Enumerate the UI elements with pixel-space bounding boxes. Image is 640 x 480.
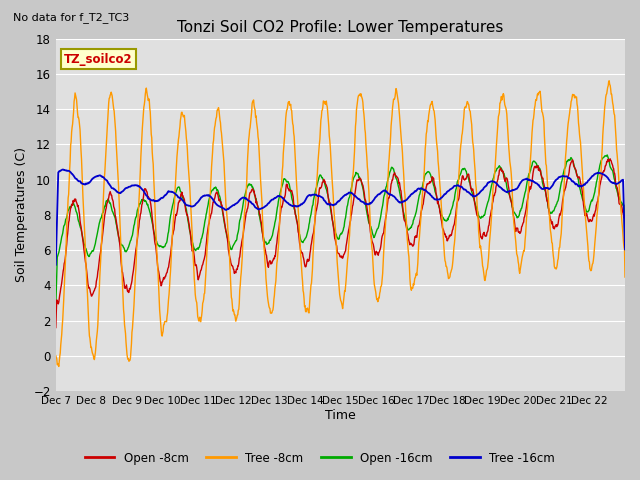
Text: No data for f_T2_TC3: No data for f_T2_TC3 <box>13 12 129 23</box>
Text: TZ_soilco2: TZ_soilco2 <box>65 53 133 66</box>
Y-axis label: Soil Temperatures (C): Soil Temperatures (C) <box>15 147 28 282</box>
X-axis label: Time: Time <box>325 409 356 422</box>
Legend: Open -8cm, Tree -8cm, Open -16cm, Tree -16cm: Open -8cm, Tree -8cm, Open -16cm, Tree -… <box>80 447 560 469</box>
Title: Tonzi Soil CO2 Profile: Lower Temperatures: Tonzi Soil CO2 Profile: Lower Temperatur… <box>177 20 504 35</box>
